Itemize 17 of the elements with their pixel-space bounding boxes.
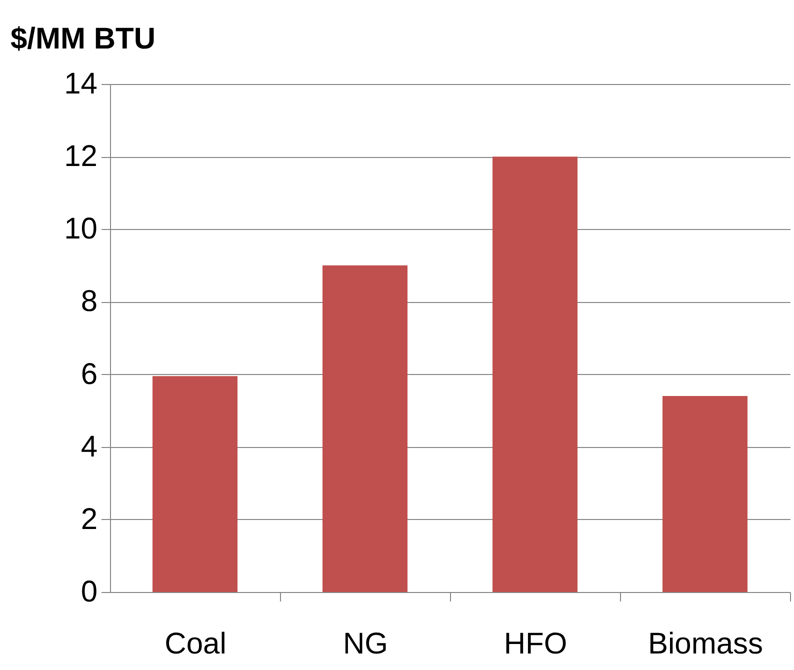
x-tick-label: Coal [164,628,226,660]
bar [322,265,408,592]
x-tick-label: Biomass [648,628,764,660]
y-axis-title: $/MM BTU [10,22,156,56]
x-tick-label: HFO [504,628,568,660]
y-tick-label: 0 [80,576,98,608]
y-tick-label: 6 [80,358,98,391]
bar [662,396,748,592]
y-tick-label: 4 [80,430,98,464]
y-tick-label: 10 [64,212,98,246]
y-tick-label: 14 [64,68,98,100]
y-tick-label: 2 [80,502,98,536]
y-tick-label: 12 [64,140,98,174]
bar [152,376,238,592]
bar [492,156,578,592]
y-tick-label: 8 [80,285,98,318]
x-tick-label: NG [343,628,388,660]
